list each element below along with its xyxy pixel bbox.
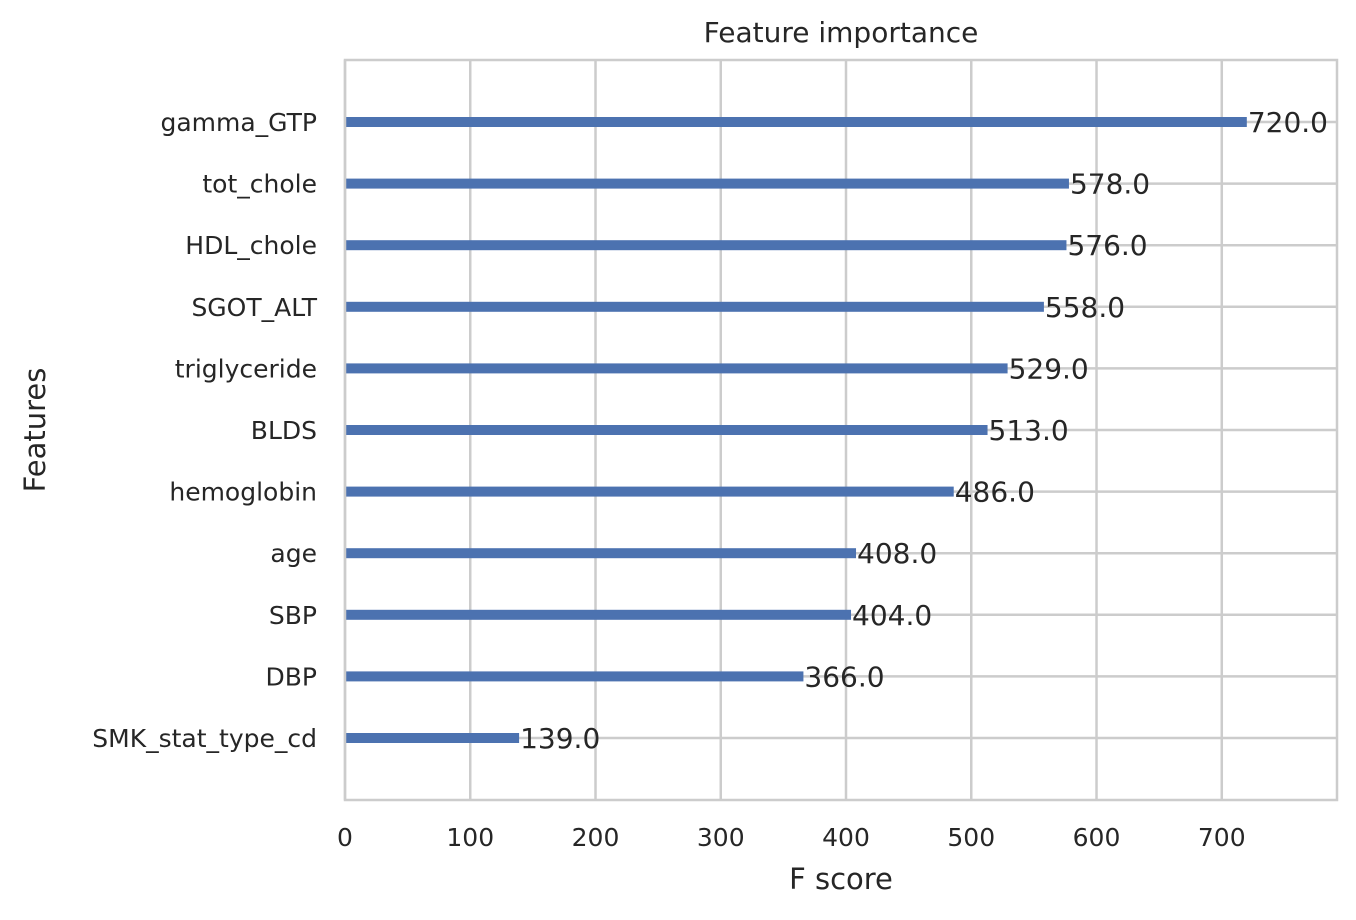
y-tick-label: hemoglobin — [169, 478, 317, 507]
x-tick-label: 400 — [822, 823, 870, 852]
bar — [345, 733, 520, 743]
y-tick-label: DBP — [266, 662, 317, 691]
y-tick-label: age — [270, 539, 317, 568]
plot-frame — [343, 58, 1339, 802]
x-tick-label: 200 — [572, 823, 620, 852]
bar-value-label: 139.0 — [520, 722, 600, 755]
bar-value-label: 720.0 — [1248, 106, 1328, 139]
labels: 0 100 200 300 400 500 600 700 gamma_GTP 720.0 tot_… — [92, 106, 1328, 852]
bar — [345, 609, 852, 620]
x-axis-label: F score — [789, 862, 893, 896]
bar — [345, 548, 857, 559]
x-tick-label: 100 — [446, 823, 494, 852]
bar — [345, 117, 1247, 127]
bar-value-label: 578.0 — [1070, 168, 1150, 201]
y-tick-label: SMK_stat_type_cd — [92, 724, 317, 753]
bar — [345, 178, 1069, 189]
y-tick-label: SBP — [269, 601, 317, 630]
bar — [345, 425, 988, 435]
bar — [345, 671, 804, 682]
chart-title: Feature importance — [704, 16, 979, 49]
x-tick-label: 500 — [947, 823, 995, 852]
y-tick-label: HDL_chole — [185, 231, 317, 260]
y-tick-label: triglyceride — [175, 354, 317, 383]
bar-value-label: 404.0 — [852, 599, 932, 632]
y-tick-label: SGOT_ALT — [191, 293, 317, 322]
bar-value-label: 486.0 — [955, 476, 1035, 509]
bar — [345, 240, 1067, 251]
bar — [345, 363, 1008, 374]
y-tick-label: tot_chole — [202, 170, 317, 199]
bar-value-label: 513.0 — [989, 414, 1069, 447]
bar-value-label: 529.0 — [1009, 352, 1089, 385]
bar-value-label: 558.0 — [1045, 291, 1125, 324]
y-tick-label: BLDS — [251, 416, 317, 445]
y-axis-label: Features — [18, 368, 52, 493]
y-tick-label: gamma_GTP — [160, 108, 317, 137]
x-tick-label: 600 — [1073, 823, 1121, 852]
x-tick-label: 0 — [337, 823, 353, 852]
bar — [345, 301, 1044, 312]
bar-value-label: 408.0 — [857, 537, 937, 570]
bars — [345, 117, 1247, 743]
bar-value-label: 366.0 — [804, 660, 884, 693]
bar — [345, 486, 954, 497]
x-tick-label: 700 — [1198, 823, 1246, 852]
bar-value-label: 576.0 — [1067, 229, 1147, 262]
x-tick-label: 300 — [697, 823, 745, 852]
